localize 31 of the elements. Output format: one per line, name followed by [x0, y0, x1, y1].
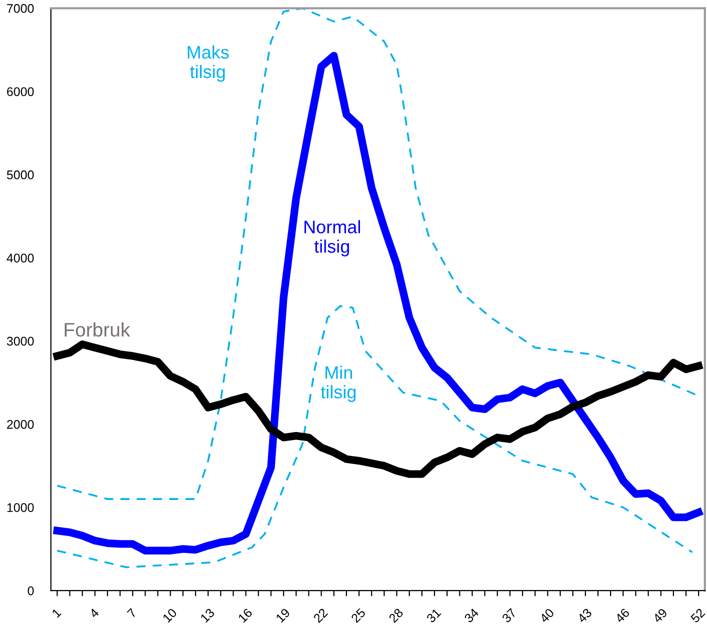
- y-tick-label: 6000: [7, 87, 34, 96]
- line-series: [56, 305, 694, 568]
- series-label: Maks tilsig: [188, 45, 229, 82]
- y-tick-label: 1000: [7, 503, 34, 512]
- series-label: Forbruk: [64, 322, 130, 337]
- x-tick-label: 34: [464, 608, 480, 624]
- series-label: Min tilsig: [320, 366, 356, 402]
- x-tick-label: 10: [162, 608, 178, 623]
- x-tick-label: 4: [88, 608, 100, 618]
- x-tick-label: 37: [501, 608, 517, 624]
- x-tick-label: 7: [126, 608, 137, 618]
- y-tick-label: 3000: [6, 336, 34, 346]
- x-tick-label: 19: [275, 608, 290, 623]
- x-tick-label: 13: [200, 608, 216, 623]
- x-tick-label: 46: [614, 608, 630, 624]
- series-label: Normal tilsig: [304, 220, 360, 256]
- y-tick-label: 2000: [7, 420, 34, 429]
- x-tick-label: 40: [539, 608, 555, 624]
- y-tick-label: 0: [28, 586, 34, 596]
- x-tick-label: 28: [388, 608, 404, 624]
- x-tick-label: 43: [576, 608, 592, 624]
- x-tick-label: 31: [426, 608, 442, 624]
- x-tick-label: 1: [52, 608, 62, 618]
- y-tick-label: 5000: [6, 170, 34, 180]
- x-tick-label: 25: [350, 608, 366, 624]
- y-tick-label: 7000: [7, 4, 34, 13]
- x-tick-label: 52: [690, 608, 706, 624]
- x-tick-label: 16: [238, 608, 253, 623]
- x-tick-label: 49: [652, 608, 668, 624]
- x-tick-label: 22: [312, 608, 328, 624]
- y-tick-label: 4000: [6, 254, 34, 262]
